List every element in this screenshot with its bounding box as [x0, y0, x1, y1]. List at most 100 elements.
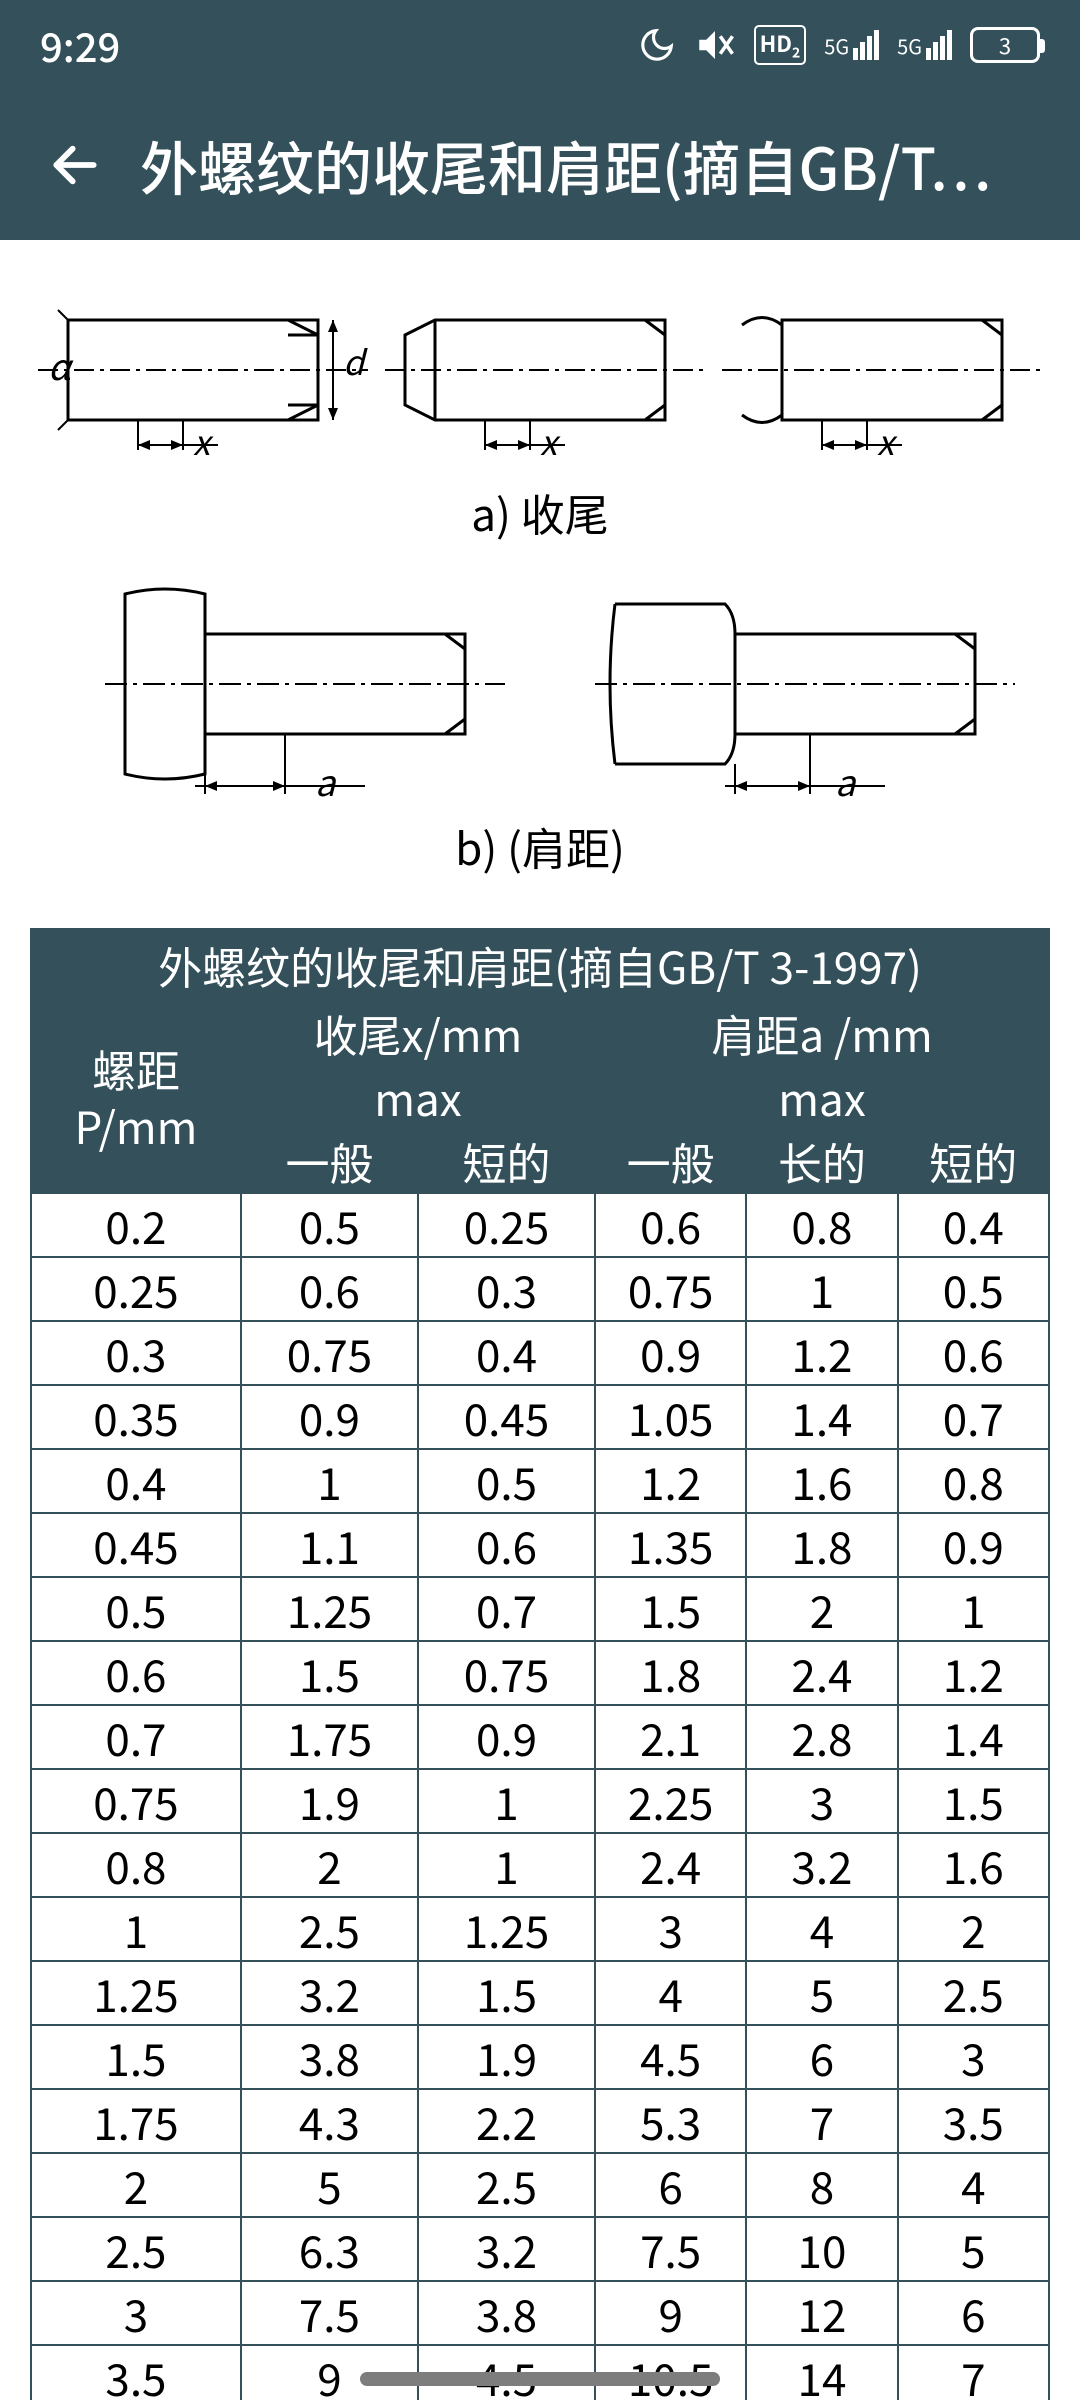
- table-cell: 3.5: [31, 2345, 241, 2400]
- table-cell: 0.8: [898, 1449, 1049, 1513]
- table-cell: 6.3: [241, 2217, 418, 2281]
- pitch-label-2: P/mm: [75, 1093, 198, 1157]
- table-cell: 0.7: [31, 1705, 241, 1769]
- table-cell: 4: [746, 1897, 897, 1961]
- table-row: 1.754.32.25.373.5: [31, 2089, 1049, 2153]
- table-body: 0.20.50.250.60.80.40.250.60.30.7510.50.3…: [31, 1193, 1049, 2400]
- table-cell: 0.25: [418, 1193, 595, 1257]
- table-cell: 1.9: [241, 1769, 418, 1833]
- table-cell: 0.7: [418, 1577, 595, 1641]
- table-cell: 9: [595, 2281, 746, 2345]
- table-cell: 0.35: [31, 1385, 241, 1449]
- table-cell: 1.5: [241, 1641, 418, 1705]
- table-cell: 7.5: [241, 2281, 418, 2345]
- table-cell: 2: [746, 1577, 897, 1641]
- col-runout-max: max: [241, 1065, 595, 1129]
- table-cell: 1.5: [595, 1577, 746, 1641]
- table-row: 0.30.750.40.91.20.6: [31, 1321, 1049, 1385]
- table-cell: 0.9: [898, 1513, 1049, 1577]
- table-cell: 2.5: [241, 1897, 418, 1961]
- col-x-general: 一般: [241, 1129, 418, 1193]
- col-shoulder-max: max: [595, 1065, 1049, 1129]
- table-cell: 14: [746, 2345, 897, 2400]
- table-cell: 1.4: [746, 1385, 897, 1449]
- svg-text:x: x: [540, 416, 561, 465]
- table-cell: 1: [241, 1449, 418, 1513]
- col-a-short: 短的: [898, 1129, 1049, 1193]
- label-alpha: α: [48, 339, 74, 391]
- table-cell: 1.25: [241, 1577, 418, 1641]
- content-scroll[interactable]: d α x: [0, 240, 1080, 2400]
- table-cell: 0.45: [418, 1385, 595, 1449]
- table-row: 1.53.81.94.563: [31, 2025, 1049, 2089]
- table-cell: 0.8: [746, 1193, 897, 1257]
- table-row: 252.5684: [31, 2153, 1049, 2217]
- table-row: 0.8212.43.21.6: [31, 1833, 1049, 1897]
- bolt-diagram-b2: a: [575, 574, 1015, 804]
- table-cell: 3.5: [898, 2089, 1049, 2153]
- table-cell: 2.5: [418, 2153, 595, 2217]
- table-cell: 1.6: [898, 1833, 1049, 1897]
- table-cell: 1.9: [418, 2025, 595, 2089]
- col-pitch: 螺距 P/mm: [31, 1001, 241, 1193]
- table-cell: 1.75: [241, 1705, 418, 1769]
- table-cell: 5: [241, 2153, 418, 2217]
- battery-level: 3: [999, 29, 1011, 61]
- data-table-wrap: 外螺纹的收尾和肩距(摘自GB/T 3-1997) 螺距 P/mm 收尾x/mm …: [0, 928, 1080, 2400]
- bolt-diagram-a3: x: [722, 280, 1042, 470]
- col-shoulder: 肩距a /mm: [595, 1001, 1049, 1065]
- status-bar: 9:29 HD2 5G 5G 3: [0, 0, 1080, 90]
- table-cell: 0.8: [31, 1833, 241, 1897]
- label-x: x: [193, 416, 214, 465]
- status-time: 9:29: [40, 16, 120, 74]
- diagram-caption-b: b) (肩距): [30, 814, 1050, 878]
- table-row: 0.61.50.751.82.41.2: [31, 1641, 1049, 1705]
- table-cell: 0.3: [31, 1321, 241, 1385]
- table-cell: 0.6: [898, 1321, 1049, 1385]
- table-cell: 0.7: [898, 1385, 1049, 1449]
- table-cell: 0.25: [31, 1257, 241, 1321]
- table-cell: 10: [746, 2217, 897, 2281]
- table-cell: 1.5: [418, 1961, 595, 2025]
- svg-text:x: x: [877, 416, 898, 465]
- table-cell: 7: [898, 2345, 1049, 2400]
- thread-table: 外螺纹的收尾和肩距(摘自GB/T 3-1997) 螺距 P/mm 收尾x/mm …: [30, 928, 1050, 2400]
- table-cell: 1.05: [595, 1385, 746, 1449]
- table-cell: 1.4: [898, 1705, 1049, 1769]
- col-runout: 收尾x/mm: [241, 1001, 595, 1065]
- table-cell: 7.5: [595, 2217, 746, 2281]
- label-a: a: [315, 755, 337, 804]
- table-cell: 2: [898, 1897, 1049, 1961]
- table-cell: 8: [746, 2153, 897, 2217]
- table-cell: 0.6: [595, 1193, 746, 1257]
- table-cell: 2.5: [898, 1961, 1049, 2025]
- table-cell: 1.5: [31, 2025, 241, 2089]
- gesture-bar[interactable]: [360, 2372, 720, 2386]
- table-cell: 0.6: [418, 1513, 595, 1577]
- back-button[interactable]: [40, 130, 110, 200]
- table-cell: 1.8: [746, 1513, 897, 1577]
- bolt-diagram-a1: d α x: [38, 280, 368, 470]
- table-cell: 2: [241, 1833, 418, 1897]
- table-cell: 0.5: [898, 1257, 1049, 1321]
- table-cell: 0.5: [31, 1577, 241, 1641]
- table-cell: 0.75: [418, 1641, 595, 1705]
- table-cell: 2: [31, 2153, 241, 2217]
- table-cell: 12: [746, 2281, 897, 2345]
- page-title: 外螺纹的收尾和肩距(摘自GB/T…: [140, 123, 1050, 207]
- col-a-long: 长的: [746, 1129, 897, 1193]
- table-cell: 1.8: [595, 1641, 746, 1705]
- table-cell: 1.2: [595, 1449, 746, 1513]
- bolt-diagram-b1: a: [65, 574, 505, 804]
- moon-icon: [638, 26, 676, 64]
- table-row: 0.350.90.451.051.40.7: [31, 1385, 1049, 1449]
- table-row: 0.71.750.92.12.81.4: [31, 1705, 1049, 1769]
- table-cell: 1.2: [898, 1641, 1049, 1705]
- table-row: 0.751.912.2531.5: [31, 1769, 1049, 1833]
- signal-5g-2-icon: 5G: [897, 30, 952, 60]
- table-title: 外螺纹的收尾和肩距(摘自GB/T 3-1997): [31, 929, 1049, 1001]
- table-cell: 3.8: [241, 2025, 418, 2089]
- table-cell: 4.5: [595, 2025, 746, 2089]
- bolt-diagram-a2: x: [385, 280, 705, 470]
- diagram-row-a: d α x: [30, 280, 1050, 470]
